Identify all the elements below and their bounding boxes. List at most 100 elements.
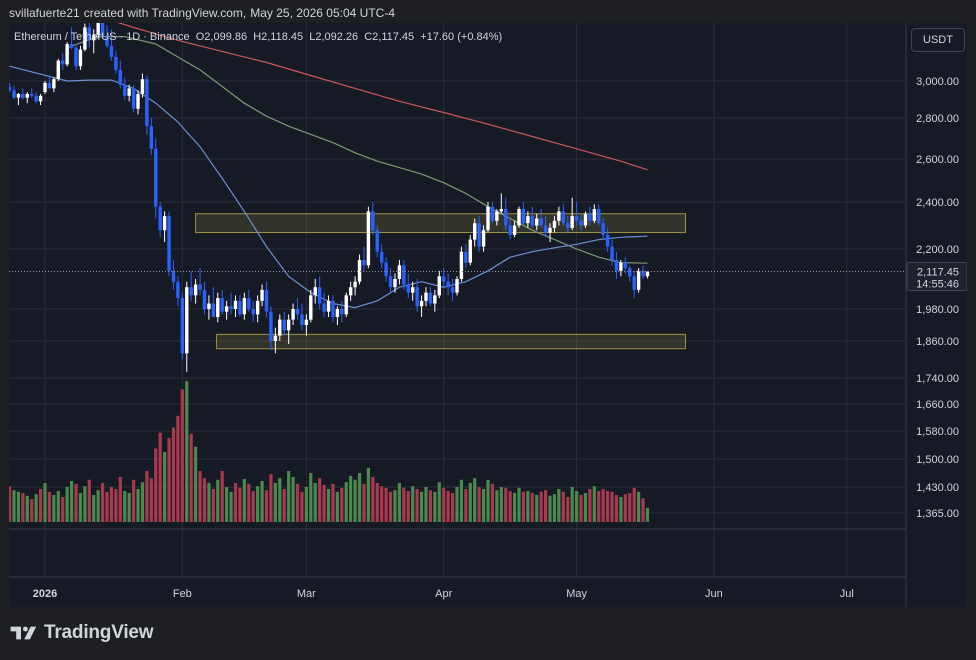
candle bbox=[83, 23, 87, 52]
volume-bar bbox=[411, 486, 415, 522]
volume-bar bbox=[304, 487, 308, 522]
snapshot-header: svillafuerte21 created with TradingView.c… bbox=[9, 6, 399, 20]
candle-body bbox=[282, 319, 286, 331]
candle bbox=[641, 265, 645, 279]
candle bbox=[610, 239, 614, 266]
candle-body bbox=[145, 79, 149, 127]
candle-body bbox=[455, 279, 459, 293]
candle-body bbox=[442, 276, 446, 282]
volume-bar bbox=[455, 487, 459, 522]
candle-body bbox=[566, 223, 570, 228]
candle bbox=[238, 295, 242, 317]
candle-body bbox=[207, 303, 211, 309]
candle bbox=[202, 281, 207, 315]
candle bbox=[379, 244, 384, 269]
candle bbox=[291, 303, 295, 325]
candle-body bbox=[171, 270, 176, 282]
candle-body bbox=[406, 284, 410, 293]
volume-bar bbox=[282, 489, 286, 522]
chart-panel[interactable]: 3,000.00 2,800.00 2,600.00 2,400.00 2,200.00… bbox=[9, 23, 967, 607]
candle bbox=[282, 311, 286, 336]
volume-bar bbox=[264, 490, 269, 522]
volume-bar bbox=[606, 491, 610, 522]
candle bbox=[220, 289, 224, 315]
time-tick-label: May bbox=[566, 588, 587, 600]
candle-body bbox=[273, 335, 278, 341]
candle-body bbox=[468, 239, 472, 263]
tradingview-logo-icon bbox=[10, 626, 37, 640]
candle bbox=[242, 292, 247, 320]
price-chart[interactable]: 3,000.00 2,800.00 2,600.00 2,400.00 2,200.00… bbox=[9, 23, 967, 607]
candle bbox=[65, 42, 69, 67]
volume-bar bbox=[357, 473, 362, 522]
candle bbox=[56, 58, 60, 81]
volume-bar bbox=[74, 483, 78, 522]
candle bbox=[154, 138, 158, 219]
volume-bar bbox=[539, 491, 543, 522]
candle-body bbox=[508, 225, 512, 235]
candle bbox=[481, 225, 486, 252]
candle bbox=[96, 23, 100, 39]
candle-body bbox=[348, 287, 353, 296]
candle bbox=[189, 270, 193, 301]
volume-bar bbox=[437, 482, 441, 522]
candle-body bbox=[623, 262, 628, 269]
volume-bar bbox=[61, 497, 65, 522]
candle bbox=[371, 202, 375, 235]
price-label-box bbox=[906, 262, 967, 292]
volume-bar bbox=[375, 483, 379, 522]
candle-body bbox=[21, 93, 25, 98]
candle-body bbox=[269, 311, 273, 341]
candle-body bbox=[176, 281, 180, 299]
volume-bar bbox=[198, 471, 202, 522]
legend-symbol[interactable]: Ethereum / TetherUS bbox=[14, 31, 117, 43]
volume-bar bbox=[256, 486, 260, 522]
candle-body bbox=[375, 230, 379, 252]
candle-body bbox=[295, 309, 300, 315]
price-tick-label: 1,580.00 bbox=[916, 426, 959, 438]
author-name[interactable]: svillafuerte21 bbox=[9, 6, 80, 20]
price-tick-label: 2,400.00 bbox=[916, 197, 959, 209]
time-tick-label: Jul bbox=[840, 588, 854, 600]
candle-body bbox=[548, 227, 552, 233]
volume-bar bbox=[570, 487, 574, 522]
volume-bar bbox=[300, 491, 304, 522]
candle-body bbox=[154, 148, 158, 207]
candle-body bbox=[384, 262, 388, 277]
candle-body bbox=[109, 45, 114, 57]
candle-body bbox=[477, 223, 481, 247]
candle-body bbox=[437, 276, 441, 296]
volume-bar bbox=[450, 493, 455, 522]
currency-button[interactable]: USDT bbox=[911, 28, 965, 52]
volume-bar bbox=[499, 487, 503, 522]
tradingview-brand[interactable]: TradingView bbox=[10, 622, 154, 644]
candle-body bbox=[96, 23, 100, 35]
candle bbox=[588, 206, 592, 226]
volume-bar bbox=[273, 483, 277, 522]
candle bbox=[428, 287, 433, 307]
candle bbox=[410, 281, 415, 301]
candle-body bbox=[322, 303, 326, 312]
candle-body bbox=[366, 211, 371, 266]
candle bbox=[100, 23, 105, 39]
volume-bar bbox=[353, 479, 357, 522]
candle bbox=[158, 202, 162, 238]
candle bbox=[331, 295, 335, 323]
candle-body bbox=[340, 309, 344, 315]
candle-body bbox=[34, 95, 38, 102]
volume-bar bbox=[362, 483, 366, 522]
volume-bar bbox=[535, 495, 539, 522]
volume-bar bbox=[628, 493, 632, 522]
candle-body bbox=[397, 265, 402, 279]
ma-slow-line bbox=[117, 23, 648, 171]
candle bbox=[419, 295, 424, 317]
candle-body bbox=[242, 298, 247, 315]
candle-body bbox=[251, 309, 255, 315]
candle-body bbox=[632, 276, 636, 290]
volume-bar bbox=[96, 490, 100, 522]
candle bbox=[592, 204, 597, 224]
candle bbox=[543, 216, 548, 238]
volume-bar bbox=[366, 467, 370, 522]
volume-bar bbox=[322, 485, 326, 522]
volume-bar bbox=[313, 483, 317, 522]
